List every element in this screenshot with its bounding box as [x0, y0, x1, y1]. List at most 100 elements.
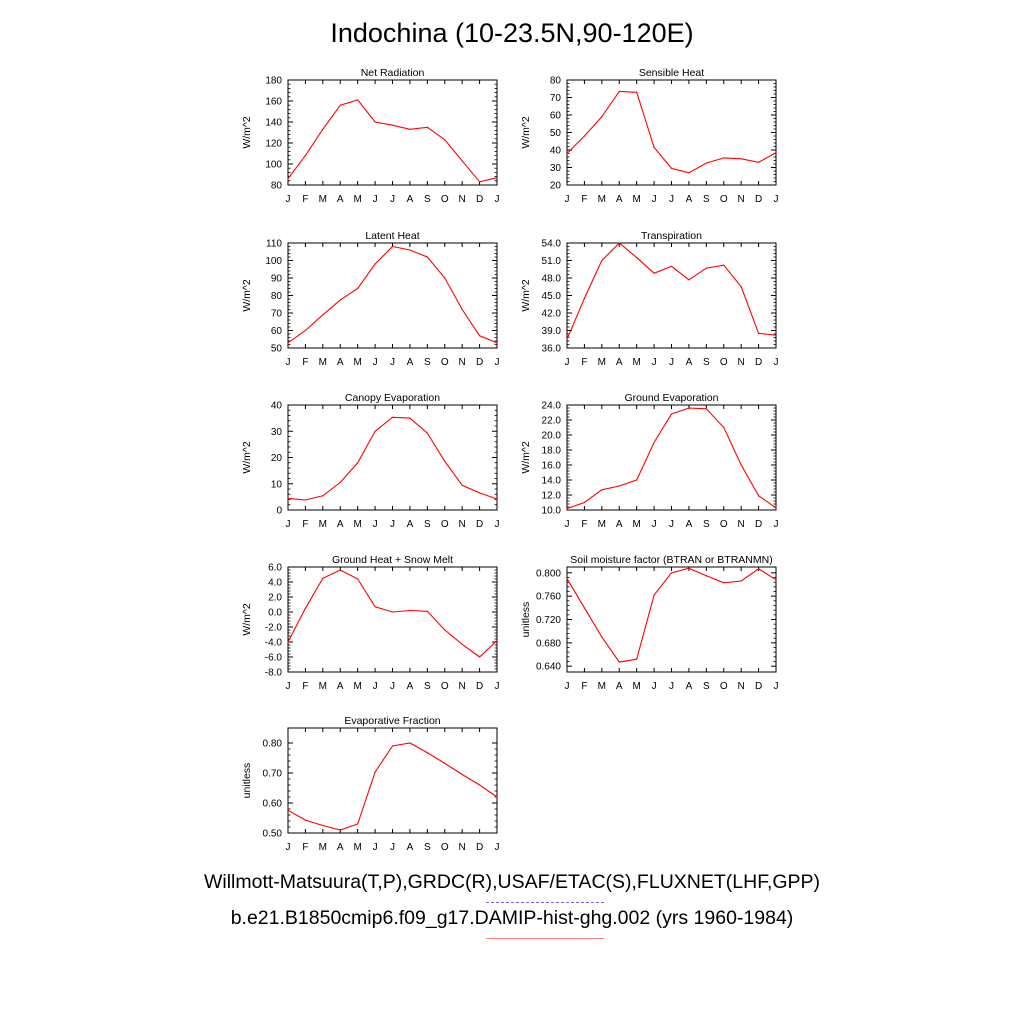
x-tick-label: A	[616, 194, 623, 205]
x-tick-label: J	[652, 519, 657, 530]
x-tick-label: J	[774, 357, 779, 368]
data-point	[478, 335, 481, 337]
data-point	[461, 643, 463, 645]
x-tick-label: D	[476, 357, 483, 368]
x-tick-label: S	[424, 519, 431, 530]
data-point	[374, 121, 376, 123]
data-point	[374, 771, 376, 773]
data-point	[409, 609, 411, 612]
data-point	[496, 796, 498, 798]
series-line	[287, 99, 498, 183]
x-tick-label: A	[337, 842, 344, 853]
y-axis-label: W/m^2	[241, 441, 253, 474]
data-point	[322, 824, 324, 827]
data-point	[374, 430, 376, 432]
x-tick-label: J	[495, 519, 500, 530]
data-point	[775, 334, 777, 336]
x-tick-label: M	[598, 519, 606, 530]
series-line	[287, 416, 498, 501]
data-point	[426, 126, 428, 128]
data-point	[304, 607, 307, 609]
legend-observations-swatch	[486, 902, 604, 903]
panel-title: Latent Heat	[365, 230, 419, 242]
plot-frame	[566, 79, 777, 186]
data-point	[478, 181, 481, 183]
data-point	[426, 610, 428, 612]
panel-title: Ground Evaporation	[625, 392, 719, 404]
y-tick-label: 40	[550, 146, 562, 157]
x-tick-label: O	[441, 681, 449, 692]
y-axis-label: W/m^2	[241, 603, 253, 636]
data-point	[304, 819, 307, 821]
x-tick-label: J	[495, 681, 500, 692]
data-point	[478, 656, 481, 658]
data-point	[339, 829, 341, 831]
y-tick-label: 51.0	[542, 256, 562, 267]
y-tick-label: 18.0	[542, 446, 562, 457]
y-tick-label: 50	[271, 344, 283, 355]
data-point	[775, 579, 777, 581]
x-tick-label: J	[565, 357, 570, 368]
x-tick-label: M	[353, 194, 361, 205]
y-tick-label: 0.0	[268, 608, 282, 619]
x-tick-label: A	[337, 681, 344, 692]
data-point	[374, 263, 376, 265]
series-line	[566, 242, 777, 340]
x-tick-label: J	[373, 519, 378, 530]
x-tick-label: S	[424, 357, 431, 368]
x-tick-label: N	[459, 519, 466, 530]
data-point	[740, 158, 742, 160]
x-tick-label: J	[286, 194, 291, 205]
y-tick-label: 50	[550, 128, 562, 139]
y-axis-label: W/m^2	[520, 441, 532, 474]
y-tick-label: 180	[265, 76, 282, 87]
series-line	[287, 742, 498, 831]
x-tick-label: J	[390, 519, 395, 530]
x-tick-label: M	[319, 357, 327, 368]
data-point	[391, 245, 394, 248]
data-point	[705, 408, 707, 410]
y-tick-label: 0.720	[536, 615, 561, 626]
page-title: Indochina (10-23.5N,90-120E)	[330, 18, 694, 48]
y-tick-label: 30	[550, 163, 562, 174]
x-tick-label: J	[390, 357, 395, 368]
x-tick-label: A	[686, 519, 693, 530]
x-tick-label: N	[738, 519, 745, 530]
y-tick-label: 70	[550, 93, 562, 104]
x-tick-label: J	[495, 357, 500, 368]
data-point	[618, 242, 620, 244]
data-point	[757, 495, 760, 497]
data-point	[775, 507, 777, 509]
data-point	[409, 249, 411, 251]
data-point	[705, 575, 707, 577]
y-tick-label: 0.640	[536, 662, 561, 673]
x-tick-label: S	[703, 194, 710, 205]
x-tick-label: O	[720, 519, 728, 530]
data-point	[426, 256, 428, 258]
data-point	[636, 91, 638, 93]
data-point	[566, 338, 568, 340]
x-tick-label: N	[459, 194, 466, 205]
y-tick-label: 20	[550, 181, 562, 192]
x-tick-label: J	[652, 357, 657, 368]
y-tick-label: 60	[550, 111, 562, 122]
data-point	[740, 464, 742, 466]
x-tick-label: M	[353, 519, 361, 530]
data-point	[287, 641, 289, 643]
x-tick-label: M	[353, 842, 361, 853]
x-tick-label: J	[495, 194, 500, 205]
panel-title: Canopy Evaporation	[345, 392, 440, 404]
data-point	[688, 172, 690, 174]
y-tick-label: 80	[550, 76, 562, 87]
x-tick-label: N	[738, 681, 745, 692]
x-tick-label: J	[373, 842, 378, 853]
x-tick-label: J	[565, 681, 570, 692]
x-tick-label: A	[616, 519, 623, 530]
data-point	[566, 578, 568, 580]
data-point	[287, 809, 289, 811]
y-tick-label: 20	[271, 453, 283, 464]
data-point	[705, 267, 707, 269]
x-tick-label: F	[302, 357, 308, 368]
